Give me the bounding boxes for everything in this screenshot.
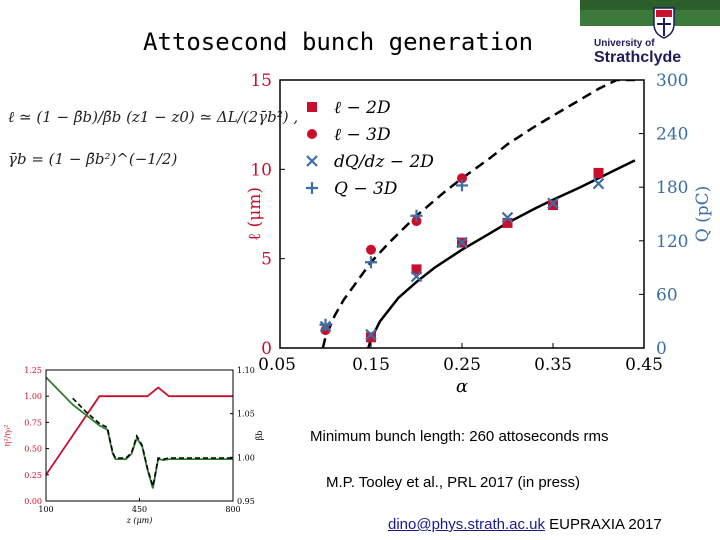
marker-square bbox=[307, 102, 317, 112]
marker-x bbox=[410, 270, 423, 283]
inset-line-solid bbox=[46, 386, 233, 476]
marker-square bbox=[411, 264, 422, 275]
marker-x bbox=[547, 197, 559, 210]
y-tick-label: 15 bbox=[250, 72, 272, 91]
plot-frame bbox=[279, 79, 645, 349]
marker-x bbox=[592, 177, 605, 190]
marker-plus bbox=[306, 182, 318, 194]
marker-plus bbox=[410, 209, 423, 222]
x-tick-label: 0.15 bbox=[352, 355, 390, 375]
inset-y-tick-label: 0.75 bbox=[24, 418, 42, 427]
x-tick-label: 0.25 bbox=[443, 355, 481, 375]
inset-x-tick-label: 100 bbox=[38, 505, 53, 514]
x-tick-label: 0.05 bbox=[258, 355, 296, 375]
footer: dino@phys.strath.ac.uk EUPRAXIA 2017 bbox=[388, 516, 662, 533]
legend-entry: dQ/dz − 2D bbox=[334, 152, 434, 172]
marker-x bbox=[306, 155, 318, 167]
inset-x-axis-label: z (μm) bbox=[126, 516, 153, 525]
inset-x-tick-label: 450 bbox=[132, 505, 147, 514]
x-axis-label: α bbox=[456, 376, 468, 397]
inset-x-tick-label: 800 bbox=[225, 505, 240, 514]
marker-circle bbox=[457, 173, 467, 184]
marker-square bbox=[548, 200, 558, 211]
crest-icon bbox=[653, 7, 675, 39]
marker-square bbox=[593, 167, 604, 178]
legend-entry: Q − 3D bbox=[334, 179, 398, 199]
logo-line2: Strathclyde bbox=[594, 49, 681, 66]
footer-email-link[interactable]: dino@phys.strath.ac.uk bbox=[388, 516, 545, 533]
y-right-tick-label: 0 bbox=[656, 339, 667, 359]
inset-line-solid bbox=[46, 376, 233, 489]
inset-y-tick-label: 0.25 bbox=[24, 471, 42, 480]
marker-circle bbox=[307, 129, 317, 139]
inset-y-tick-label: 1.00 bbox=[24, 392, 42, 401]
footer-event: EUPRAXIA 2017 bbox=[549, 516, 662, 533]
inset-frame bbox=[45, 369, 234, 502]
marker-square bbox=[502, 217, 513, 228]
inset-y-right-tick-label: 1.00 bbox=[237, 453, 255, 462]
marker-plus bbox=[365, 256, 377, 269]
inset-y-axis-label: η²/η₀² bbox=[3, 425, 12, 447]
y-tick-label: 0 bbox=[261, 339, 272, 359]
inset-y-tick-label: 0.00 bbox=[24, 497, 42, 506]
marker-square bbox=[366, 332, 376, 343]
y-axis-label: ℓ (μm) bbox=[245, 187, 265, 241]
y-right-tick-label: 240 bbox=[656, 125, 688, 145]
x-tick-label: 0.35 bbox=[534, 355, 572, 375]
x-tick-label: 0.45 bbox=[625, 355, 663, 375]
inset-chart: 100 450 800 z (μm) 0.00 0.25 0.50 0.75 1.00 1.25 η… bbox=[3, 366, 264, 525]
inset-y-tick-label: 1.25 bbox=[24, 366, 42, 375]
y-right-tick-label: 60 bbox=[656, 285, 678, 305]
main-chart: 0.05 0.15 0.25 0.35 0.45 α 0 5 10 15 ℓ (μm) 0 60 120 1… bbox=[245, 72, 713, 397]
y-tick-label: 5 bbox=[261, 250, 272, 270]
marker-x bbox=[456, 236, 468, 249]
inset-y-tick-label: 0.50 bbox=[24, 445, 42, 454]
inset-y-right-axis-label: β̄b bbox=[255, 431, 264, 441]
legend-entry: ℓ − 2D bbox=[334, 98, 391, 118]
y-right-tick-label: 180 bbox=[656, 178, 688, 198]
inset-y-right-tick-label: 0.95 bbox=[237, 497, 255, 506]
formula-lorentz-factor: γ̄b = (1 − β̄b²)^(−1/2) bbox=[8, 150, 178, 168]
formula-bunch-length: ℓ ≃ (1 − β̄b)/β̄b (z1 − z0) ≃ ΔL/(2γ̄b²)… bbox=[8, 108, 299, 126]
logo-line1: University of bbox=[594, 38, 655, 49]
fit-curve-solid bbox=[367, 159, 636, 348]
y-tick-label: 10 bbox=[250, 160, 272, 180]
inset-y-right-tick-label: 1.10 bbox=[237, 366, 255, 375]
marker-plus bbox=[319, 318, 332, 331]
marker-plus bbox=[456, 179, 468, 192]
y-right-tick-label: 300 bbox=[656, 72, 688, 91]
legend-entry: ℓ − 3D bbox=[334, 125, 391, 145]
y-right-tick-label: 120 bbox=[656, 232, 688, 252]
marker-circle bbox=[366, 244, 376, 255]
university-logo: University of Strathclyde bbox=[580, 0, 720, 72]
bunch-length-caption: Minimum bunch length: 260 attoseconds rm… bbox=[310, 428, 609, 445]
marker-x bbox=[501, 211, 514, 224]
slide-title: Attosecond bunch generation bbox=[143, 28, 534, 56]
y-right-axis-label: Q (pC) bbox=[693, 186, 713, 243]
inset-line-dashed bbox=[72, 397, 233, 487]
fit-curve-dashed bbox=[321, 80, 635, 348]
marker-x bbox=[365, 328, 377, 341]
inset-y-right-tick-label: 1.05 bbox=[237, 410, 255, 419]
reference-caption: M.P. Tooley et al., PRL 2017 (in press) bbox=[326, 474, 581, 491]
